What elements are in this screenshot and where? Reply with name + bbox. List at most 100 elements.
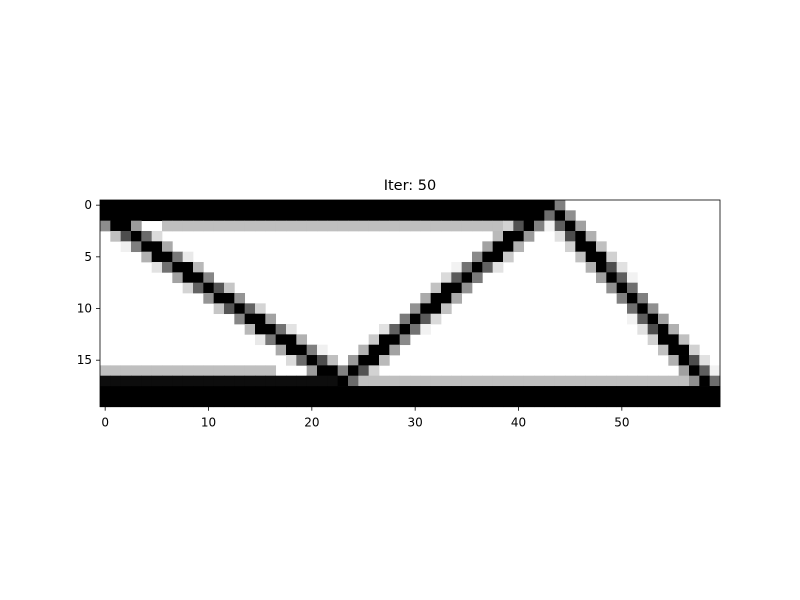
density-cell [399, 396, 411, 408]
density-cell [482, 200, 494, 211]
density-cell [606, 396, 618, 408]
density-cell [348, 396, 359, 408]
density-cell [172, 200, 184, 211]
density-cell [451, 386, 463, 397]
density-cell [141, 386, 153, 397]
density-cell [286, 200, 297, 211]
density-cell [575, 220, 587, 232]
density-cell [151, 262, 163, 273]
density-cell [606, 282, 618, 294]
density-cell [389, 324, 401, 335]
density-cell [244, 200, 256, 211]
density-cell [379, 386, 390, 397]
density-cell [699, 386, 711, 397]
density-cell [389, 386, 401, 397]
density-cell [596, 375, 607, 387]
density-cell [472, 200, 483, 211]
density-cell [596, 251, 607, 263]
density-cell [306, 220, 318, 232]
x-tick-label: 30 [408, 416, 423, 430]
density-cell [554, 200, 566, 211]
density-cell [358, 396, 370, 408]
density-cell [585, 241, 597, 253]
density-cell [255, 375, 266, 387]
density-cell [399, 210, 411, 222]
density-cell [441, 386, 452, 397]
density-cell [534, 220, 545, 232]
density-cell [151, 210, 163, 222]
density-cell [368, 220, 380, 232]
density-cell [492, 231, 504, 242]
density-cell [224, 386, 235, 397]
density-cell [275, 334, 287, 346]
density-cell [399, 200, 411, 211]
density-cell [213, 396, 225, 408]
density-cell [317, 200, 328, 211]
density-cell [647, 334, 659, 346]
density-cell [461, 396, 473, 408]
density-cell [379, 200, 390, 211]
density-cell [110, 231, 122, 242]
density-cell [410, 303, 421, 315]
density-cell [627, 272, 638, 284]
density-cell [441, 210, 452, 222]
density-cell [317, 375, 328, 387]
density-cell [668, 334, 680, 346]
density-cell [203, 220, 215, 232]
y-tick-label: 15 [77, 353, 92, 367]
density-cell [678, 386, 690, 397]
density-cell [224, 282, 235, 294]
density-cell [327, 375, 339, 387]
density-cell [120, 386, 132, 397]
density-cell [234, 210, 246, 222]
density-cell [647, 375, 659, 387]
density-cell [100, 365, 111, 377]
density-cell [585, 396, 597, 408]
density-cell [244, 313, 256, 325]
density-cell [699, 355, 711, 366]
density-cell [203, 210, 215, 222]
density-cell [234, 293, 246, 304]
density-cell [658, 344, 669, 356]
density-cell [668, 375, 680, 387]
density-cell [658, 396, 669, 408]
density-cell [678, 355, 690, 366]
density-cell [162, 210, 173, 222]
density-cell [647, 324, 659, 335]
density-cell [296, 334, 308, 346]
density-cell [565, 386, 576, 397]
density-cell [337, 200, 349, 211]
density-cell [410, 396, 421, 408]
density-cell [100, 375, 111, 387]
density-cell [120, 396, 132, 408]
density-cell [689, 365, 700, 377]
density-cell [482, 241, 494, 253]
density-cell [585, 262, 597, 273]
density-cell [544, 210, 556, 222]
density-cell [472, 386, 483, 397]
density-cell [213, 282, 225, 294]
density-cell [430, 386, 442, 397]
density-cell [637, 324, 649, 335]
density-cell [689, 396, 700, 408]
density-cell [213, 293, 225, 304]
density-cell [327, 210, 339, 222]
density-cell [430, 293, 442, 304]
density-cell [627, 396, 638, 408]
density-cell [689, 375, 700, 387]
density-cell [554, 231, 566, 242]
density-cell [658, 313, 669, 325]
density-cell [244, 220, 256, 232]
density-cell [554, 386, 566, 397]
density-cell [337, 365, 349, 377]
density-cell [358, 200, 370, 211]
density-cell [389, 334, 401, 346]
density-cell [606, 272, 618, 284]
y-tick-label: 10 [77, 302, 92, 316]
density-cell [265, 210, 277, 222]
density-cell [523, 231, 535, 242]
density-cell [224, 200, 235, 211]
density-cell [265, 375, 277, 387]
density-cell [275, 344, 287, 356]
density-cell [337, 220, 349, 232]
